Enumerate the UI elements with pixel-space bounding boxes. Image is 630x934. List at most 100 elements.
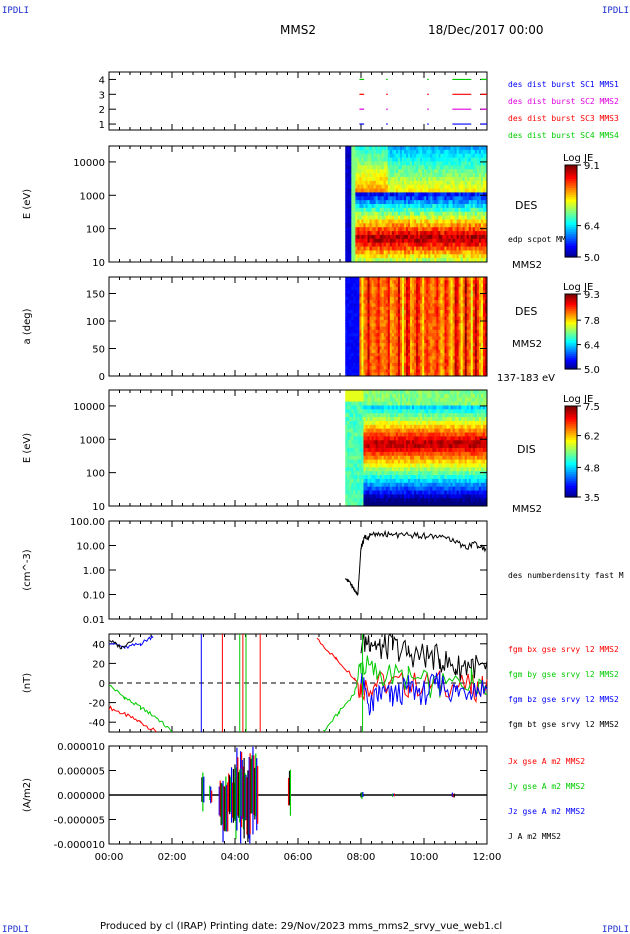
heatmap-cell: [412, 200, 415, 205]
heatmap-cell: [414, 204, 417, 209]
heatmap-cell: [383, 223, 387, 228]
heatmap-cell: [357, 413, 360, 418]
heatmap-cell: [424, 316, 427, 321]
heatmap-cell: [472, 306, 476, 311]
heatmap-cell: [440, 211, 443, 217]
heatmap-cell: [420, 165, 423, 170]
heatmap-cell: [430, 219, 433, 224]
heatmap-cell: [367, 227, 371, 232]
heatmap-cell: [440, 196, 443, 201]
heatmap-cell: [424, 286, 427, 291]
heatmap-cell: [462, 362, 466, 367]
heatmap-cell: [476, 369, 480, 374]
heatmap-cell: [385, 362, 389, 367]
heatmap-cell: [468, 200, 472, 205]
heatmap-cell: [385, 231, 389, 236]
heatmap-cell: [426, 323, 429, 327]
heatmap-cell: [410, 219, 413, 224]
heatmap-cell: [468, 290, 472, 294]
heatmap-cell: [412, 161, 415, 166]
heatmap-cell: [345, 200, 348, 205]
heatmap-cell: [369, 204, 373, 209]
heatmap-cell: [403, 223, 407, 228]
heatmap-cell: [379, 300, 383, 304]
heatmap-cell: [440, 238, 443, 244]
heatmap-cell: [434, 238, 437, 244]
heatmap-cell: [381, 161, 385, 166]
heatmap-cell: [448, 313, 452, 318]
heatmap-cell: [367, 219, 371, 224]
heatmap-cell: [349, 329, 352, 334]
heatmap-cell: [448, 204, 452, 209]
heatmap-cell: [472, 219, 476, 224]
panel-burst-frame: [108, 71, 488, 131]
heatmap-cell: [480, 329, 484, 334]
heatmap-cell: [393, 369, 397, 374]
heatmap-cell: [379, 184, 383, 190]
heatmap-cell: [357, 343, 360, 347]
heatmap-cell: [472, 303, 476, 308]
heatmap-cell: [381, 346, 385, 351]
heatmap-cell: [448, 227, 452, 232]
heatmap-cell: [444, 234, 447, 240]
heatmap-cell: [406, 316, 409, 321]
heatmap-cell: [391, 310, 395, 314]
heatmap-cell: [373, 242, 377, 248]
heatmap-cell: [432, 306, 435, 311]
heatmap-cell: [422, 290, 425, 294]
heatmap-cell: [478, 219, 482, 224]
heatmap-cell: [438, 250, 441, 255]
heatmap-cell: [401, 238, 405, 244]
heatmap-cell: [410, 326, 413, 331]
heatmap-cell: [367, 306, 371, 311]
heatmap-cell: [353, 180, 356, 186]
heatmap-cell: [436, 336, 439, 341]
heatmap-cell: [367, 310, 371, 314]
heatmap-cell: [373, 200, 377, 205]
heatmap-cell: [381, 313, 385, 318]
heatmap-cell: [391, 207, 395, 213]
heatmap-cell: [363, 254, 366, 259]
heatmap-cell: [406, 184, 409, 190]
heatmap-cell: [359, 352, 362, 357]
heatmap-cell: [438, 319, 441, 324]
heatmap-cell: [418, 161, 421, 166]
heatmap-cell: [355, 475, 358, 480]
heatmap-cell: [418, 300, 421, 304]
heatmap-cell: [403, 339, 407, 344]
heatmap-cell: [371, 184, 375, 190]
heatmap-cell: [406, 153, 409, 159]
heatmap-cell: [347, 149, 350, 155]
heatmap-cell: [462, 227, 466, 232]
heatmap-cell: [464, 196, 468, 201]
heatmap-cell: [361, 250, 364, 255]
heatmap-cell: [440, 319, 443, 324]
heatmap-cell: [450, 246, 454, 251]
heatmap-cell: [389, 207, 393, 213]
heatmap-cell: [472, 293, 476, 298]
heatmap-cell: [347, 349, 350, 354]
heatmap-cell: [389, 246, 393, 251]
heatmap-cell: [379, 242, 383, 248]
heatmap-cell: [460, 200, 464, 205]
heatmap-cell: [438, 204, 441, 209]
heatmap-cell: [476, 283, 480, 288]
heatmap-cell: [369, 234, 373, 240]
heatmap-cell: [450, 352, 454, 357]
heatmap-cell: [454, 246, 458, 251]
heatmap-cell: [444, 227, 447, 232]
heatmap-cell: [442, 146, 445, 151]
heatmap-cell: [359, 231, 362, 236]
heatmap-cell: [408, 153, 411, 159]
heatmap-cell: [424, 313, 427, 318]
heatmap-cell: [408, 223, 411, 228]
heatmap-cell: [351, 359, 354, 364]
heatmap-cell: [428, 211, 431, 217]
heatmap-cell: [420, 258, 423, 263]
colorbar-tick-label: 5.0: [584, 365, 600, 376]
heatmap-cell: [426, 146, 429, 151]
heatmap-cell: [446, 176, 450, 182]
heatmap-cell: [395, 254, 399, 259]
heatmap-cell: [361, 459, 364, 464]
heatmap-cell: [424, 366, 427, 370]
